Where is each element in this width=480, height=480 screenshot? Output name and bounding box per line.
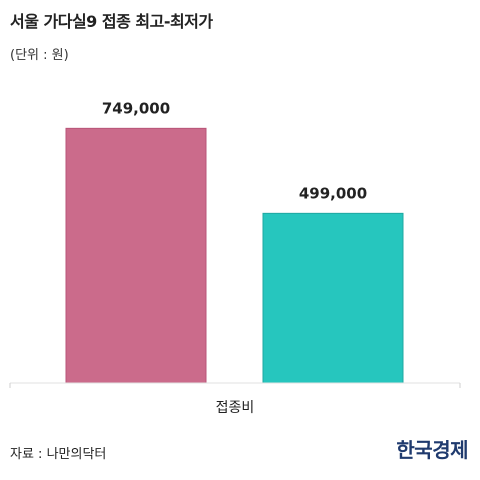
bar-1 xyxy=(65,127,207,384)
bar-2 xyxy=(262,212,404,384)
publisher-logo: 한국경제 xyxy=(396,438,468,462)
unit-label: (단위 : 원) xyxy=(10,48,69,63)
chart-title: 서울 가다실9 접종 최고-최저가 xyxy=(10,12,213,31)
x-tick-label: 접종비 xyxy=(216,400,255,416)
data-label-1: 749,000 xyxy=(102,99,170,117)
data-label-2: 499,000 xyxy=(299,184,367,202)
source-note: 자료 : 나만의닥터 xyxy=(10,447,107,462)
